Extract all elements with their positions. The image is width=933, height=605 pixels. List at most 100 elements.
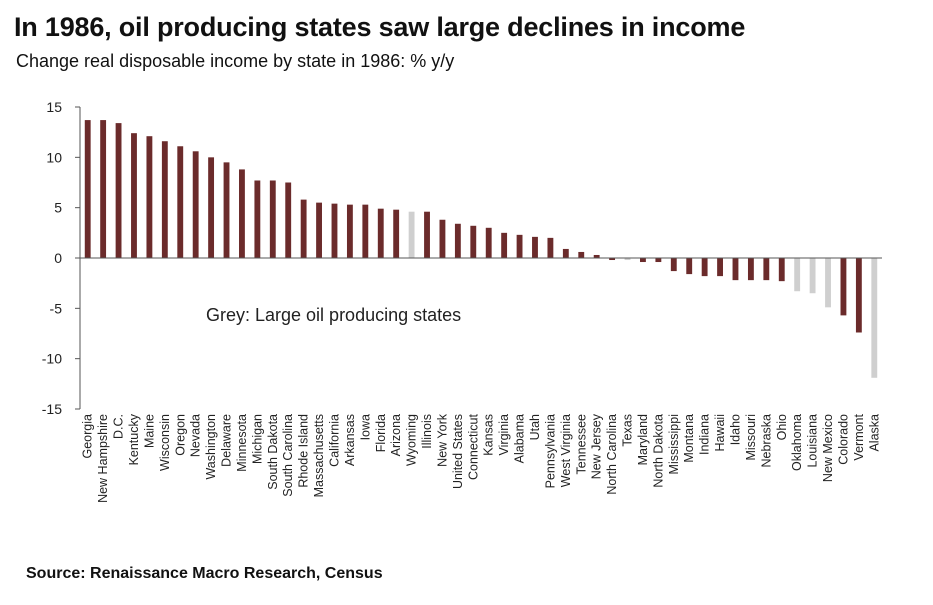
category-label: Alabama (513, 414, 527, 463)
y-tick-label: -10 (42, 351, 62, 367)
category-label: Maryland (636, 414, 650, 465)
bar-washington (208, 157, 215, 258)
source-note: Source: Renaissance Macro Research, Cens… (26, 565, 383, 582)
category-label: Wyoming (405, 414, 419, 466)
bar-oregon (177, 146, 184, 258)
bar-utah (532, 236, 538, 258)
category-label: Maine (142, 414, 156, 448)
category-label: Delaware (220, 414, 234, 467)
category-label: Colorado (836, 414, 850, 465)
chart-subtitle: Change real disposable income by state i… (16, 51, 455, 71)
category-label: Arkansas (343, 414, 357, 466)
category-label: New Mexico (821, 414, 835, 482)
bar-rhode-island (300, 199, 307, 258)
category-label: Montana (682, 414, 696, 463)
bar-kansas (485, 227, 492, 258)
bar-california (331, 203, 338, 258)
category-label: Illinois (420, 414, 434, 449)
bar-alaska (871, 258, 878, 378)
bar-texas (624, 258, 631, 261)
bar-mississippi (670, 258, 677, 272)
bar-south-dakota (269, 180, 276, 258)
category-label: Arizona (389, 414, 403, 456)
bars (84, 120, 878, 378)
category-label: Oregon (173, 414, 187, 456)
bar-north-carolina (609, 258, 616, 261)
y-tick-label: 5 (54, 200, 62, 216)
category-label: Kansas (482, 414, 496, 456)
category-label: Idaho (728, 414, 742, 445)
bar-arkansas (346, 204, 353, 258)
category-label: South Carolina (281, 414, 295, 497)
category-label: United States (451, 414, 465, 489)
bar-connecticut (470, 225, 477, 258)
bar-tennessee (578, 251, 585, 258)
y-axis-ticks: 15 10 5 0 -5 -10 -15 (42, 99, 80, 417)
bar-missouri (747, 258, 754, 281)
bar-idaho (732, 258, 739, 281)
category-label: New Hampshire (96, 414, 110, 503)
bar-north-dakota (655, 258, 662, 263)
category-label: Massachusetts (312, 414, 326, 497)
bar-pennsylvania (547, 237, 554, 258)
category-label: Connecticut (466, 413, 480, 480)
category-label: Iowa (358, 414, 372, 440)
category-label: Missouri (744, 414, 758, 461)
bar-massachusetts (316, 202, 322, 258)
bar-wyoming (408, 211, 415, 258)
bar-montana (686, 258, 693, 275)
bar-indiana (701, 258, 708, 277)
y-tick-label: 10 (46, 149, 62, 165)
bar-michigan (254, 180, 261, 258)
category-label: Indiana (698, 414, 712, 455)
bar-wisconsin (161, 141, 168, 258)
bar-minnesota (239, 169, 245, 258)
category-label: Louisiana (806, 414, 820, 468)
bar-new-york (439, 219, 446, 258)
category-label: West Virginia (559, 414, 573, 487)
category-label: Nebraska (759, 414, 773, 468)
bar-louisiana (809, 258, 816, 294)
category-label: California (327, 414, 341, 467)
category-label: Michigan (250, 414, 264, 464)
bar-nebraska (763, 258, 770, 281)
category-label: Virginia (497, 414, 511, 456)
y-tick-label: -15 (42, 401, 62, 417)
bar-new-mexico (825, 258, 831, 308)
bar-hawaii (717, 258, 723, 277)
category-label: Rhode Island (297, 414, 311, 488)
bar-illinois (424, 211, 430, 258)
category-label: Nevada (189, 414, 203, 457)
category-label: Oklahoma (790, 414, 804, 471)
category-label: Florida (374, 414, 388, 452)
bar-oklahoma (794, 258, 801, 292)
y-tick-label: -5 (50, 300, 63, 316)
category-label: Hawaii (713, 414, 727, 452)
category-label: D.C. (112, 414, 126, 439)
category-label: Utah (528, 414, 542, 440)
category-label: Pennsylvania (543, 414, 557, 488)
bar-colorado (840, 258, 847, 316)
category-label: Alaska (867, 414, 881, 452)
bar-nevada (192, 151, 199, 258)
category-label: New Jersey (590, 413, 604, 479)
category-label: Wisconsin (158, 414, 172, 471)
category-label: Minnesota (235, 414, 249, 472)
category-label: Georgia (81, 414, 95, 459)
bar-florida (377, 208, 384, 258)
category-label: Vermont (852, 413, 866, 460)
category-label: North Dakota (651, 414, 665, 488)
category-label: North Carolina (605, 414, 619, 495)
bar-virginia (501, 232, 508, 258)
category-label: South Dakota (266, 414, 280, 490)
category-label: New York (435, 413, 449, 467)
bar-vermont (855, 258, 862, 333)
bar-alabama (516, 234, 523, 258)
bar-delaware (223, 162, 230, 258)
bar-new-jersey (593, 254, 600, 258)
bar-iowa (362, 204, 369, 258)
category-label: Ohio (775, 414, 789, 440)
category-label: Kentucky (127, 413, 141, 465)
category-labels: Georgia New Hampshire D.C. Kentucky Maine Wis… (81, 413, 882, 503)
category-label: Mississippi (667, 414, 681, 474)
